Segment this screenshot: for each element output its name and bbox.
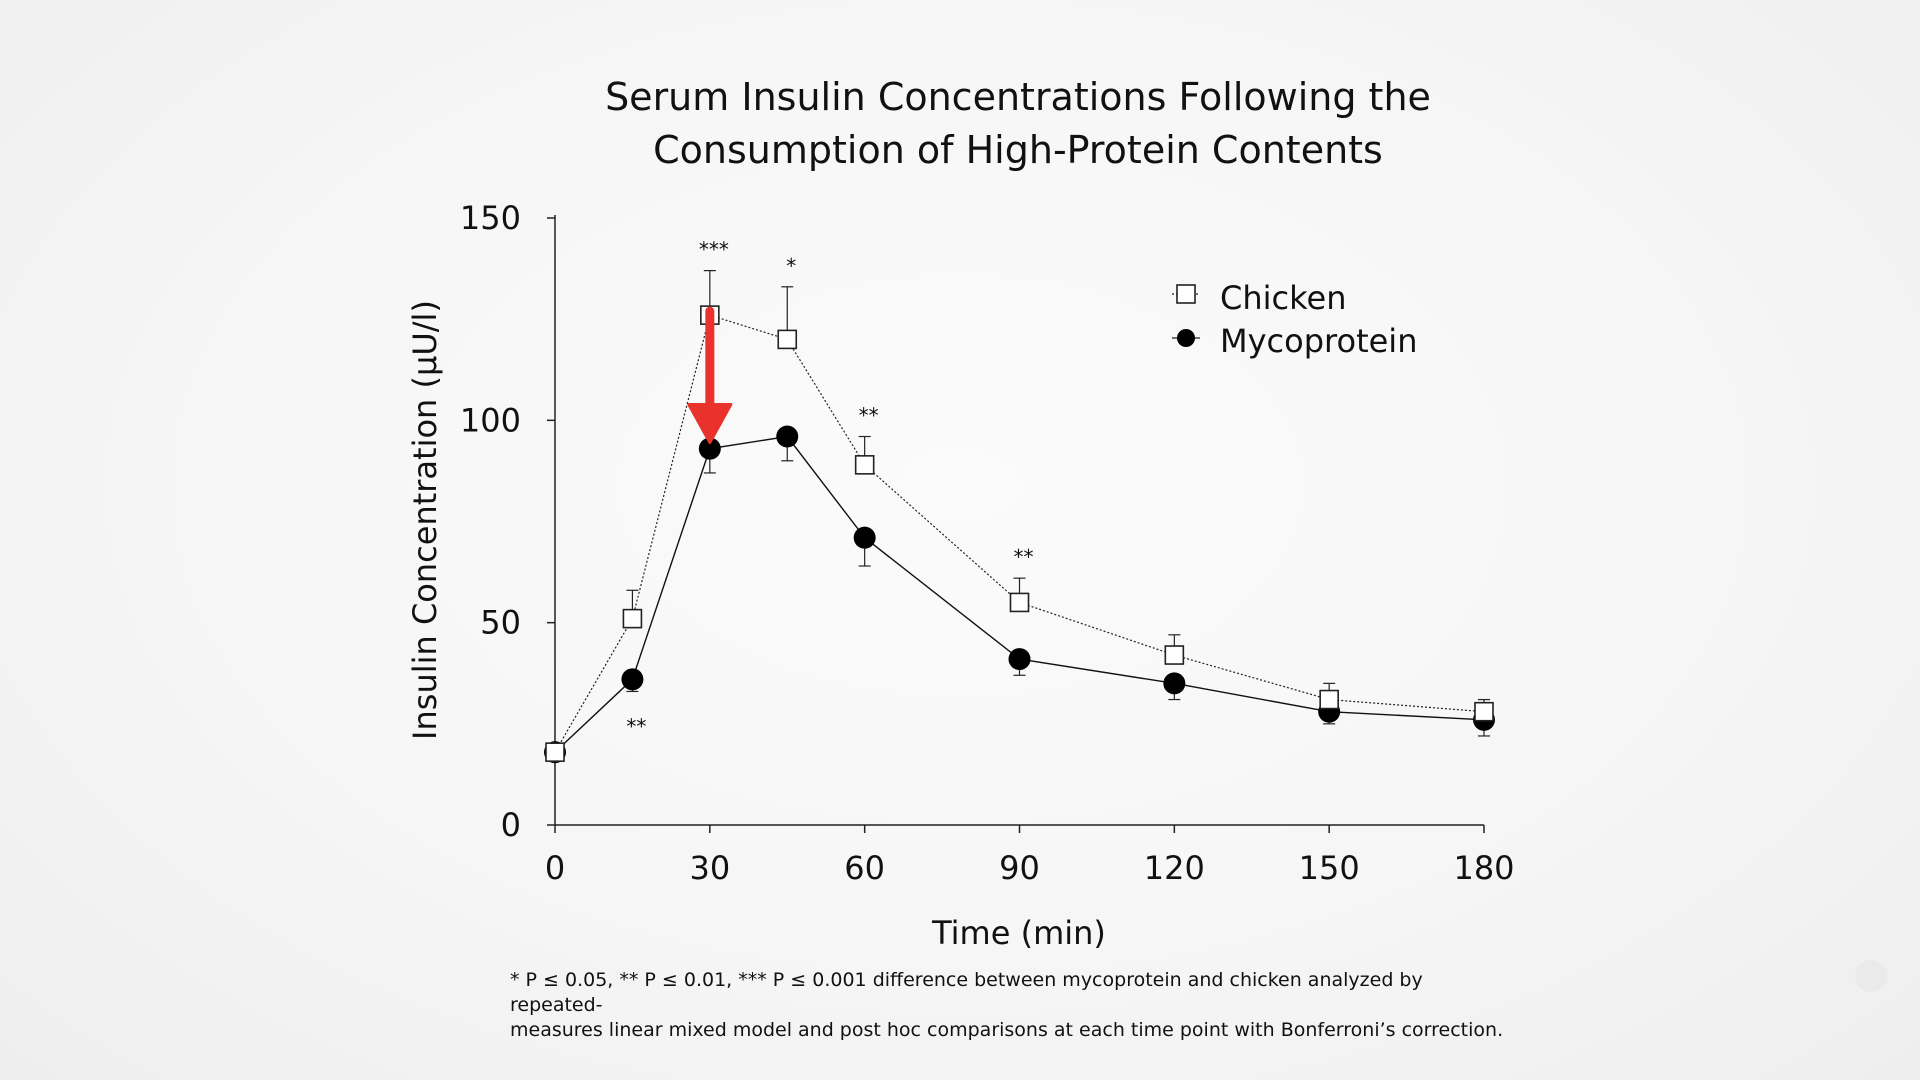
y-tick-label: 0 <box>501 806 521 844</box>
x-axis-title: Time (min) <box>931 914 1106 952</box>
chart-title-line-1: Serum Insulin Concentrations Following t… <box>605 75 1431 119</box>
legend-chicken-label: Chicken <box>1220 279 1346 317</box>
mycoprotein-point <box>853 526 876 549</box>
corner-decoration <box>1855 960 1887 992</box>
plot-area: ********** <box>544 238 1495 764</box>
x-tick-label: 180 <box>1453 849 1514 887</box>
mycoprotein-point <box>621 668 644 691</box>
x-tick-label: 150 <box>1299 849 1360 887</box>
significance-marker: * <box>786 254 796 278</box>
y-tick-label: 50 <box>480 604 521 642</box>
chicken-series-line <box>554 314 1485 753</box>
significance-marker: *** <box>699 238 729 262</box>
mycoprotein-point <box>776 425 799 448</box>
chicken-point <box>854 455 875 475</box>
y-tick-label: 100 <box>460 401 521 439</box>
x-tick-label: 90 <box>999 849 1040 887</box>
chicken-point <box>777 329 798 350</box>
footnote: * P ≤ 0.05, ** P ≤ 0.01, *** P ≤ 0.001 d… <box>510 968 1520 1043</box>
chicken-point <box>1164 645 1185 665</box>
legend-chicken-marker <box>1176 284 1196 304</box>
arrow-head <box>687 403 733 445</box>
chicken-point <box>1474 701 1494 722</box>
chicken-point <box>1009 592 1030 613</box>
significance-marker: ** <box>626 714 646 738</box>
mycoprotein-point <box>698 437 721 460</box>
x-tick-label: 30 <box>689 849 730 887</box>
x-tick-label: 60 <box>844 849 885 887</box>
footnote-line-1: * P ≤ 0.05, ** P ≤ 0.01, *** P ≤ 0.001 d… <box>510 969 1423 1016</box>
chicken-point <box>545 742 565 762</box>
chart-title-line-2: Consumption of High-Protein Contents <box>653 128 1383 172</box>
footnote-line-2: measures linear mixed model and post hoc… <box>510 1019 1504 1041</box>
significance-marker: ** <box>1014 545 1034 569</box>
mycoprotein-point <box>1008 648 1031 671</box>
chart-legend: Chicken Mycoprotein <box>1172 279 1417 360</box>
mycoprotein-point <box>1163 672 1186 695</box>
chicken-point <box>622 608 643 629</box>
legend-mycoprotein-label: Mycoprotein <box>1220 322 1417 360</box>
x-tick-label: 120 <box>1144 849 1205 887</box>
highlight-arrow <box>687 306 733 445</box>
y-axis-title: Insulin Concentration (µU/l) <box>406 300 444 740</box>
axis-ticks: 0 30 60 90 120 150 180 0 50 100 150 <box>460 199 1515 887</box>
legend-mycoprotein-marker <box>1177 329 1195 347</box>
x-tick-label: 0 <box>545 849 565 887</box>
significance-marker: ** <box>859 404 879 428</box>
y-tick-label: 150 <box>460 199 521 237</box>
chicken-point <box>1319 689 1339 710</box>
